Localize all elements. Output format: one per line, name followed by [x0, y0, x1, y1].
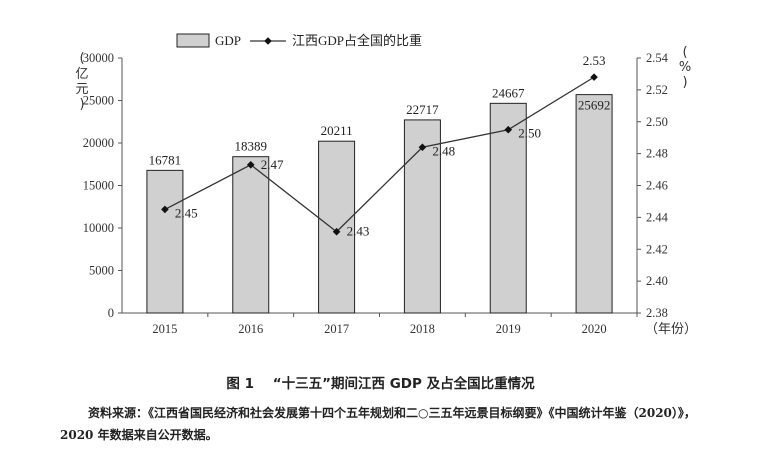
right-tick-label: 2.40 [646, 274, 668, 288]
left-tick-label: 5000 [89, 264, 114, 278]
share-point-label: 2.47 [261, 157, 284, 172]
source-text: 《江西省国民经济和社会发展第十四个五年规划和二○三五年远景目标纲要》《中国统计年… [60, 406, 696, 442]
right-tick-label: 2.42 [646, 242, 668, 256]
source-label: 资料来源： [88, 406, 149, 420]
gdp-bar [146, 169, 184, 314]
x-tick-label: 2017 [324, 322, 349, 336]
share-point [246, 160, 255, 169]
gdp-bar [318, 140, 356, 314]
x-tick-label: 2015 [152, 322, 177, 336]
share-point [418, 143, 427, 152]
gdp-bar-label: 18389 [235, 139, 268, 154]
right-tick-label: 2.50 [646, 115, 668, 129]
combo-chart: 0 5000 10000 15000 20000 25000 30000 2.38 2.40 2.… [75, 33, 697, 337]
source-note: 资料来源：《江西省国民经济和社会发展第十四个五年规划和二○三五年远景目标纲要》《… [60, 402, 710, 446]
left-unit-char: 元 [75, 82, 88, 97]
share-line [164, 76, 595, 233]
legend-bar-swatch [176, 33, 210, 48]
share-point-label: 2.43 [347, 224, 370, 239]
left-tick-label: 10000 [83, 221, 114, 235]
left-tick-label: 20000 [83, 136, 114, 150]
x-tick-label: 2016 [238, 322, 263, 336]
right-tick-label: 2.44 [646, 210, 669, 224]
gdp-bar-label: 22717 [406, 102, 439, 117]
figure-title: “十三五”期间江西 GDP 及占全国比重情况 [272, 376, 535, 392]
x-unit-label: （年份） [645, 322, 697, 337]
gdp-bar [489, 102, 527, 314]
x-tick-label: 2018 [410, 322, 435, 336]
legend-line-marker [264, 37, 272, 45]
left-tick-label: 30000 [83, 51, 114, 65]
right-tick-label: 2.54 [646, 51, 669, 65]
right-tick-label: 2.48 [646, 147, 668, 161]
gdp-bar [232, 156, 270, 314]
share-point-label: 2.45 [175, 205, 198, 220]
right-unit-label: % [679, 60, 691, 75]
left-unit-paren-open: ( [79, 51, 84, 66]
share-point [161, 205, 169, 214]
right-tick-label: 2.38 [646, 306, 668, 320]
gdp-bar-label: 25692 [578, 98, 611, 113]
gdp-bar [403, 119, 441, 314]
right-tick-label: 2.46 [646, 179, 668, 193]
share-point [590, 73, 598, 81]
figure-caption: 图 1 “十三五”期间江西 GDP 及占全国比重情况 [0, 372, 761, 392]
gdp-bar-label: 20211 [321, 123, 353, 138]
share-point-label: 2.50 [518, 126, 541, 141]
figure-number: 图 1 [226, 376, 254, 392]
left-tick-label: 0 [108, 306, 114, 320]
left-tick-label: 25000 [83, 94, 114, 108]
right-unit-paren-open: ( [682, 45, 687, 60]
share-point-label: 2.53 [583, 53, 606, 68]
legend-line-label: 江西GDP占全国的比重 [292, 33, 422, 48]
right-unit-paren-close: ) [682, 75, 687, 90]
share-point [332, 227, 341, 236]
left-tick-label: 15000 [83, 179, 114, 193]
gdp-bar-label: 16781 [149, 152, 182, 167]
legend-bar-label: GDP [215, 33, 241, 48]
x-tick-label: 2019 [496, 322, 521, 336]
x-tick-label: 2020 [582, 322, 607, 336]
left-unit-char: 亿 [75, 67, 88, 82]
right-tick-label: 2.52 [646, 83, 668, 97]
share-point [504, 125, 513, 134]
gdp-bar [575, 94, 613, 314]
left-unit-paren-close: ) [79, 97, 84, 112]
gdp-bar-label: 24667 [492, 85, 525, 100]
share-point-label: 2.48 [432, 143, 455, 158]
